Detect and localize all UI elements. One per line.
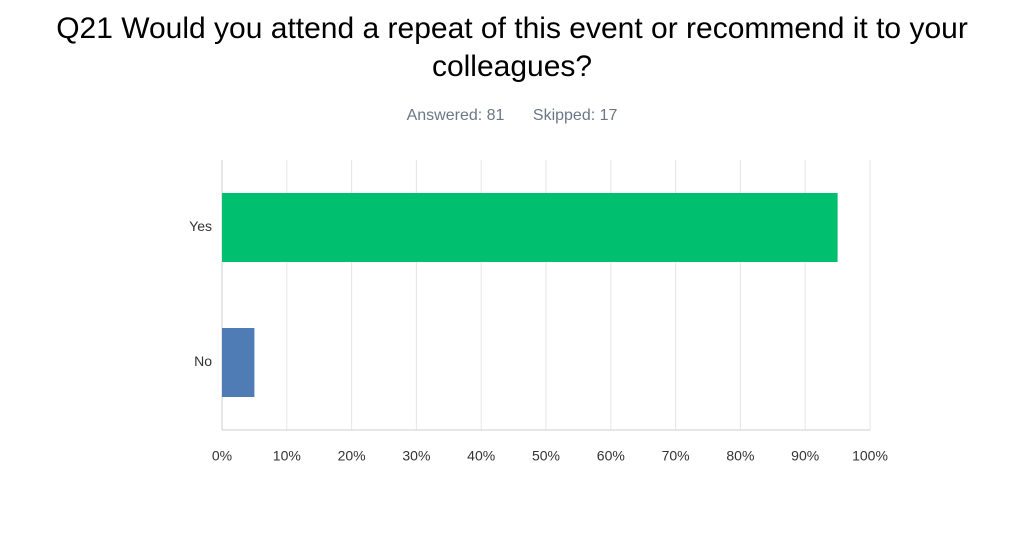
x-tick-label: 90%	[791, 448, 819, 464]
x-tick-label: 10%	[273, 448, 301, 464]
x-tick-label: 40%	[467, 448, 495, 464]
x-tick-label: 70%	[662, 448, 690, 464]
response-summary: Answered: 81 Skipped: 17	[0, 107, 1024, 125]
x-tick-label: 80%	[726, 448, 754, 464]
bar	[222, 193, 838, 262]
skipped-count: Skipped: 17	[532, 107, 618, 124]
x-tick-label: 50%	[532, 448, 560, 464]
chart-title: Q21 Would you attend a repeat of this ev…	[56, 12, 968, 83]
y-tick-label: No	[194, 353, 212, 369]
x-tick-label: 60%	[597, 448, 625, 464]
x-tick-label: 0%	[212, 448, 232, 464]
y-tick-label: Yes	[189, 218, 212, 234]
x-tick-label: 100%	[852, 448, 888, 464]
x-tick-label: 20%	[338, 448, 366, 464]
bar	[222, 328, 255, 397]
x-tick-label: 30%	[402, 448, 430, 464]
answered-count: Answered: 81	[406, 107, 505, 124]
